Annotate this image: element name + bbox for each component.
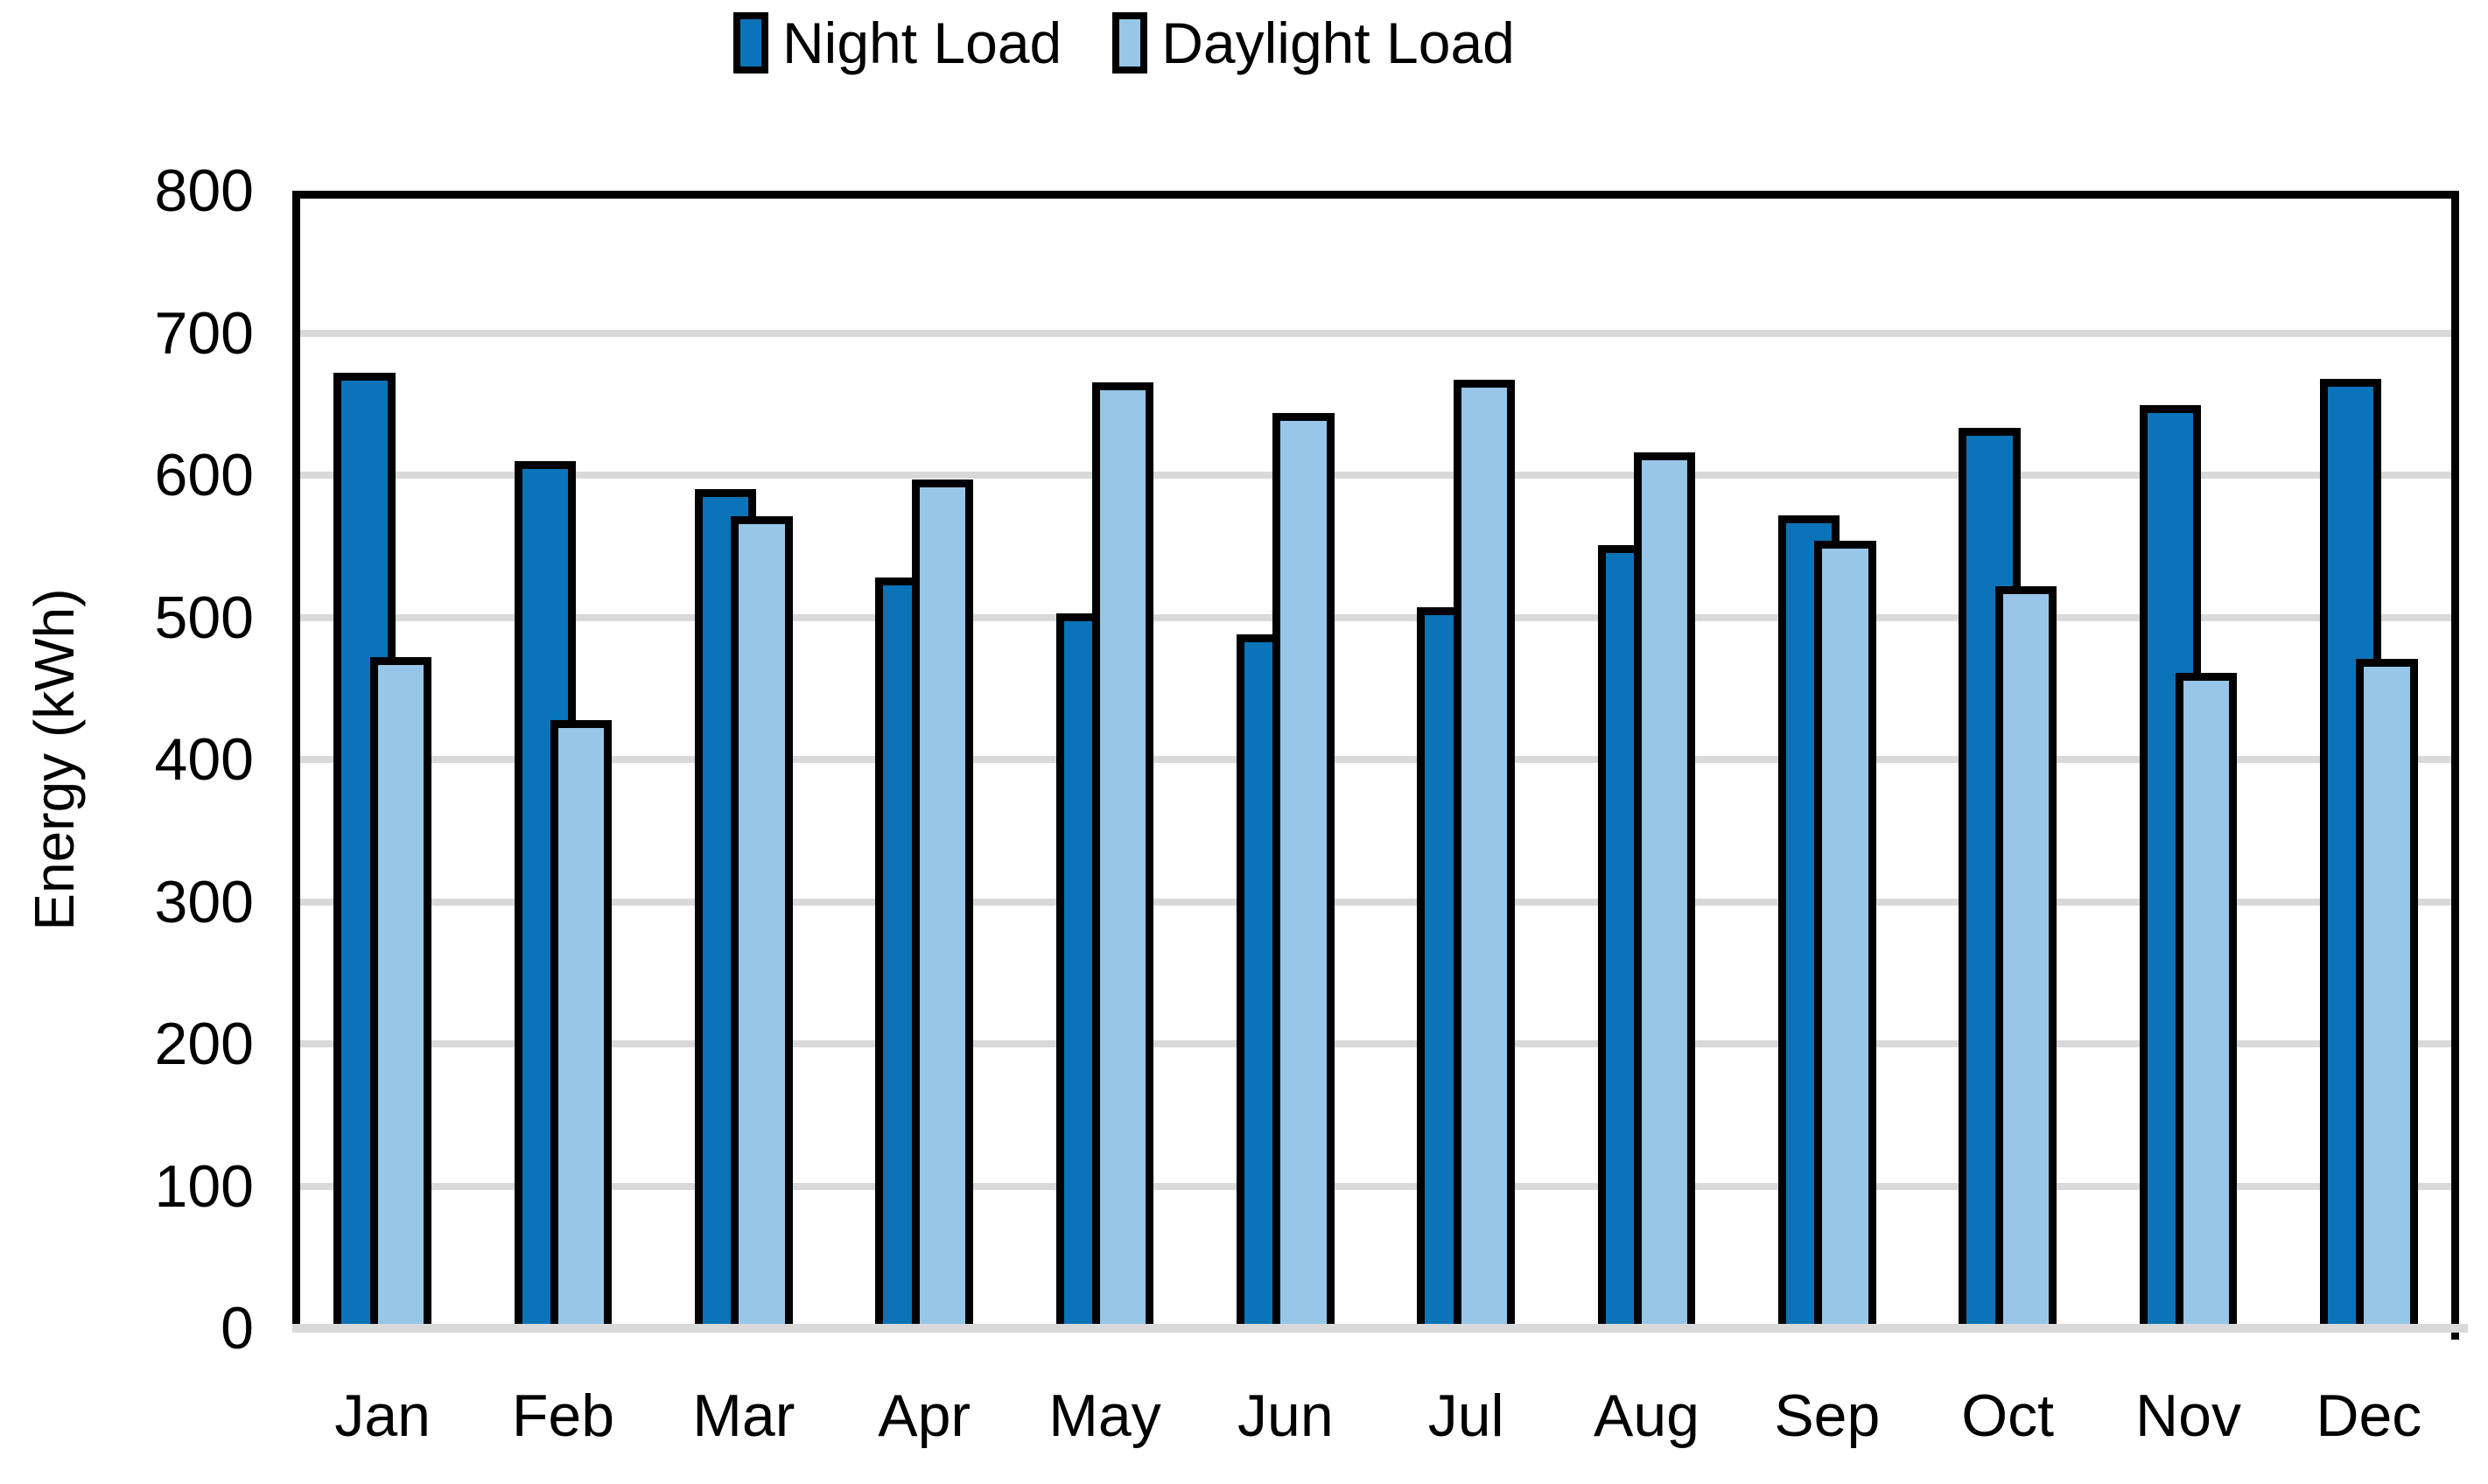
x-category-label-may: May bbox=[1048, 1382, 1161, 1449]
x-category-label-nov: Nov bbox=[2135, 1382, 2241, 1449]
x-category-label-jun: Jun bbox=[1237, 1382, 1334, 1449]
x-axis-line bbox=[292, 1324, 2468, 1333]
plot-border-top bbox=[292, 191, 2459, 199]
bar-daylight-mar bbox=[731, 516, 793, 1328]
y-tick-label-200: 200 bbox=[154, 1011, 254, 1077]
x-category-label-apr: Apr bbox=[878, 1382, 971, 1449]
gridline-600 bbox=[292, 472, 2459, 479]
bar-daylight-may bbox=[1092, 382, 1154, 1328]
x-category-label-sep: Sep bbox=[1774, 1382, 1881, 1449]
y-tick-label-500: 500 bbox=[154, 584, 254, 651]
x-category-label-oct: Oct bbox=[1961, 1382, 2055, 1449]
bar-daylight-jan bbox=[369, 657, 431, 1328]
bar-daylight-apr bbox=[911, 479, 973, 1328]
legend: Night Load Daylight Load bbox=[733, 10, 1515, 75]
bar-daylight-jul bbox=[1453, 380, 1515, 1328]
y-tick-label-300: 300 bbox=[154, 868, 254, 935]
legend-item-night-load: Night Load bbox=[733, 10, 1062, 75]
legend-label-daylight-load: Daylight Load bbox=[1161, 10, 1515, 75]
bar-daylight-nov bbox=[2176, 672, 2238, 1328]
plot-border-right bbox=[2451, 191, 2459, 1340]
bar-daylight-aug bbox=[1634, 452, 1696, 1328]
y-tick-label-800: 800 bbox=[154, 158, 254, 224]
legend-label-night-load: Night Load bbox=[782, 10, 1062, 75]
x-category-label-dec: Dec bbox=[2316, 1382, 2422, 1449]
y-tick-label-400: 400 bbox=[154, 726, 254, 793]
gridline-500 bbox=[292, 613, 2459, 621]
x-category-label-jul: Jul bbox=[1427, 1382, 1504, 1449]
plot-area bbox=[292, 191, 2468, 1340]
x-category-label-feb: Feb bbox=[511, 1382, 615, 1449]
y-tick-label-0: 0 bbox=[221, 1295, 254, 1362]
gridline-100 bbox=[292, 1182, 2459, 1190]
gridline-400 bbox=[292, 756, 2459, 763]
x-category-label-aug: Aug bbox=[1593, 1382, 1700, 1449]
y-tick-label-600: 600 bbox=[154, 442, 254, 508]
bar-daylight-dec bbox=[2356, 658, 2418, 1328]
plot-border-left bbox=[292, 191, 300, 1328]
gridline-200 bbox=[292, 1040, 2459, 1047]
gridline-700 bbox=[292, 329, 2459, 337]
daylight-load-swatch-icon bbox=[1112, 12, 1148, 74]
night-load-swatch-icon bbox=[733, 12, 768, 74]
bar-daylight-sep bbox=[1814, 540, 1876, 1328]
gridline-300 bbox=[292, 898, 2459, 906]
bar-daylight-jun bbox=[1272, 412, 1335, 1328]
x-category-label-jan: Jan bbox=[334, 1382, 431, 1449]
bar-daylight-oct bbox=[1994, 585, 2057, 1328]
legend-item-daylight-load: Daylight Load bbox=[1112, 10, 1515, 75]
bar-daylight-feb bbox=[550, 719, 613, 1328]
y-tick-label-100: 100 bbox=[154, 1152, 254, 1220]
x-category-label-mar: Mar bbox=[692, 1382, 795, 1449]
y-tick-label-700: 700 bbox=[154, 299, 254, 367]
